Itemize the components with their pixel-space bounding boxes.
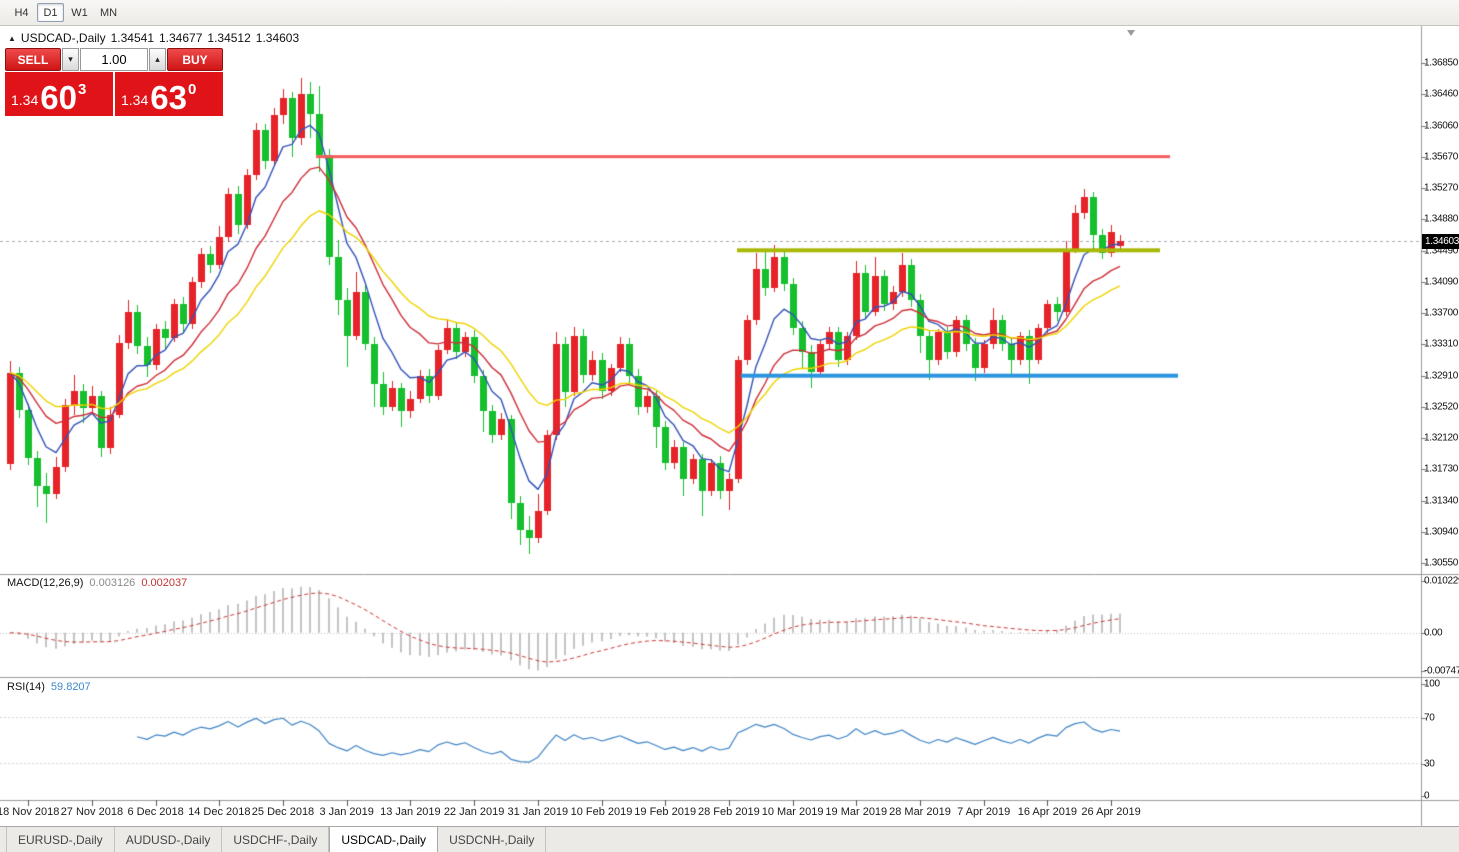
- date-axis-label: 28 Feb 2019: [698, 806, 760, 818]
- price-axis-label: 1.34090: [1424, 276, 1459, 288]
- buy-price-display[interactable]: 1.34 63 0: [115, 72, 223, 116]
- trade-controls-row: SELL ▾ ▴ BUY: [5, 48, 223, 71]
- date-axis-label: 6 Dec 2018: [127, 806, 184, 818]
- price-axis-label: 1.36460: [1424, 88, 1459, 100]
- chevron-up-icon: ▴: [155, 54, 160, 64]
- price-axis-label: 1.32120: [1424, 432, 1459, 444]
- volume-decrease-button[interactable]: ▾: [62, 48, 79, 71]
- chart-shift-marker[interactable]: [1127, 30, 1135, 36]
- rsi-name: RSI(14): [7, 681, 45, 693]
- volume-input[interactable]: [80, 48, 148, 71]
- chart-ohlc-header: ▲ USDCAD-,Daily 1.34541 1.34677 1.34512 …: [8, 31, 304, 45]
- low-value: 1.34512: [207, 31, 251, 45]
- sell-price-display[interactable]: 1.34 60 3: [5, 72, 113, 116]
- rsi-value: 59.8207: [50, 681, 91, 693]
- macd-axis-label: -0.007471: [1424, 665, 1459, 677]
- date-axis-label: 27 Nov 2018: [60, 806, 124, 818]
- chart-icon: ▲: [8, 33, 16, 43]
- rsi-indicator-label: RSI(14) 59.8207: [7, 681, 91, 693]
- date-axis-label: 10 Mar 2019: [761, 806, 824, 818]
- sell-price-main: 60: [40, 78, 77, 116]
- rsi-axis-label: 0: [1424, 790, 1430, 802]
- price-axis-label: 1.32910: [1424, 370, 1459, 381]
- one-click-trading-panel: SELL ▾ ▴ BUY 1.34 60 3 1.34 63 0: [5, 48, 223, 116]
- timeframe-button-w1[interactable]: W1: [66, 3, 93, 22]
- price-axis-label: 1.36060: [1424, 120, 1459, 131]
- macd-indicator-label: MACD(12,26,9) 0.003126 0.002037: [7, 577, 187, 589]
- open-value: 1.34541: [110, 31, 154, 45]
- trade-price-row: 1.34 60 3 1.34 63 0: [5, 72, 223, 116]
- chevron-down-icon: ▾: [68, 54, 73, 64]
- price-axis-label: 1.31730: [1424, 463, 1459, 475]
- chart-tab-bar: EURUSD-,Daily AUDUSD-,Daily USDCHF-,Daily U…: [0, 826, 1459, 852]
- sell-price-pipette: 3: [77, 81, 87, 98]
- macd-axis-label: 0.010229: [1424, 575, 1459, 587]
- chart-tab-usdcad[interactable]: USDCAD-,Daily: [329, 827, 439, 852]
- price-axis-label: 1.35270: [1424, 182, 1459, 194]
- rsi-axis-label: 30: [1424, 758, 1435, 770]
- price-axis-label: 1.34490: [1424, 245, 1459, 256]
- chart-tab-usdchf[interactable]: USDCHF-,Daily: [222, 827, 330, 852]
- price-axis-label: 1.33310: [1424, 338, 1459, 350]
- chart-tab-eurusd[interactable]: EURUSD-,Daily: [6, 827, 115, 852]
- date-axis-label: 28 Mar 2019: [889, 806, 951, 818]
- price-axis-label: 1.34880: [1424, 213, 1459, 225]
- close-value: 1.34603: [255, 31, 300, 45]
- timeframe-button-mn[interactable]: MN: [95, 3, 122, 22]
- price-axis-label: 1.35670: [1424, 151, 1459, 163]
- date-axis-label: 25 Dec 2018: [251, 806, 315, 818]
- date-axis-label: 3 Jan 2019: [319, 806, 374, 818]
- date-axis-label: 19 Feb 2019: [634, 806, 697, 818]
- price-axis-label: 1.36850: [1424, 57, 1459, 69]
- timeframe-toolbar: H4 D1 W1 MN: [0, 0, 1459, 26]
- date-axis-label: 10 Feb 2019: [570, 806, 633, 818]
- macd-name: MACD(12,26,9): [7, 577, 84, 589]
- sell-price-prefix: 1.34: [11, 92, 39, 108]
- buy-price-pipette: 0: [187, 81, 197, 98]
- high-value: 1.34677: [159, 31, 203, 45]
- date-axis-label: 13 Jan 2019: [380, 806, 441, 818]
- date-axis-label: 26 Apr 2019: [1081, 806, 1141, 818]
- chart-tab-audusd[interactable]: AUDUSD-,Daily: [115, 827, 223, 852]
- date-axis-label: 14 Dec 2018: [188, 806, 251, 818]
- date-axis-label: 16 Apr 2019: [1017, 806, 1078, 818]
- buy-button[interactable]: BUY: [167, 48, 223, 71]
- price-axis-label: 1.33700: [1424, 307, 1459, 319]
- rsi-axis-label: 70: [1424, 712, 1435, 724]
- rsi-axis-label: 100: [1424, 678, 1440, 690]
- symbol-label: USDCAD-,Daily: [20, 31, 106, 45]
- date-axis-label: 31 Jan 2019: [507, 806, 569, 818]
- macd-main-value: 0.003126: [89, 577, 136, 589]
- date-axis-label: 22 Jan 2019: [443, 806, 505, 818]
- price-axis-label: 1.30940: [1424, 526, 1459, 538]
- volume-increase-button[interactable]: ▴: [149, 48, 166, 71]
- macd-axis-label: 0.00: [1424, 627, 1443, 639]
- timeframe-button-d1[interactable]: D1: [37, 3, 64, 22]
- sell-button[interactable]: SELL: [5, 48, 61, 71]
- buy-price-main: 63: [150, 78, 187, 116]
- price-axis-label: 1.31340: [1424, 495, 1459, 506]
- chart-tab-usdcnh[interactable]: USDCNH-,Daily: [438, 827, 547, 852]
- timeframe-button-h4[interactable]: H4: [8, 3, 35, 22]
- bid-price-badge: 1.34603: [1422, 234, 1459, 250]
- price-axis-label: 1.32520: [1424, 401, 1459, 413]
- date-axis-label: 19 Mar 2019: [825, 806, 888, 818]
- macd-signal-value: 0.002037: [141, 577, 188, 589]
- buy-price-prefix: 1.34: [121, 92, 149, 108]
- date-axis-label: 18 Nov 2018: [0, 806, 60, 818]
- date-axis-label: 7 Apr 2019: [957, 806, 1011, 818]
- price-axis-label: 1.30550: [1424, 557, 1459, 569]
